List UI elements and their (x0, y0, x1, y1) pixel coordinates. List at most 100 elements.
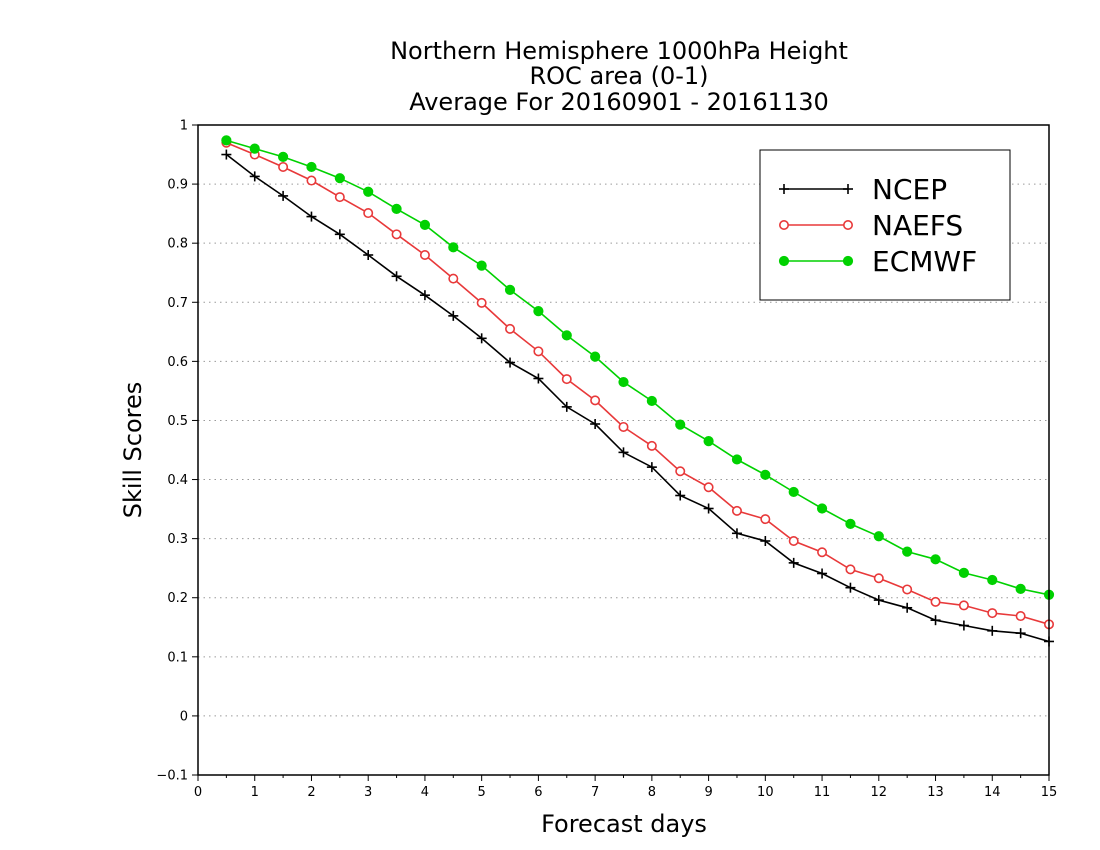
chart-title-line-2: ROC area (0-1) (529, 62, 708, 90)
y-tick-label: 0 (180, 709, 188, 724)
data-point-naefs (334, 192, 345, 203)
data-point-ecmwf (731, 454, 743, 465)
data-point-naefs (760, 514, 771, 525)
y-tick-label: −0.1 (156, 769, 188, 784)
data-point-ncep (505, 357, 516, 368)
data-point-ncep (845, 582, 856, 593)
data-point-ncep (760, 536, 771, 546)
data-point-ecmwf (504, 284, 516, 295)
data-point-naefs (817, 547, 828, 558)
data-point-naefs (505, 323, 516, 334)
x-tick-label: 2 (307, 785, 315, 800)
y-tick-label: 0.9 (167, 178, 188, 193)
data-point-ecmwf (788, 486, 799, 498)
data-point-naefs (476, 297, 487, 308)
y-tick-label: 0.2 (167, 591, 188, 606)
data-point-ecmwf (987, 574, 998, 586)
data-point-ecmwf (249, 143, 260, 154)
data-point-ecmwf (703, 436, 714, 447)
data-point-naefs (873, 573, 884, 584)
series-layer (221, 135, 1055, 647)
y-tick-label: 0.4 (167, 473, 188, 488)
data-point-naefs (731, 505, 742, 516)
data-point-ecmwf (391, 203, 402, 215)
x-tick-label: 15 (1041, 785, 1058, 800)
data-point-ncep (958, 620, 969, 631)
data-point-ecmwf (419, 219, 431, 230)
legend-marker-naefs (842, 220, 853, 231)
series-naefs (221, 137, 1055, 630)
legend-item-ecmwf: ECMWF (778, 245, 977, 278)
data-point-ecmwf (590, 351, 601, 362)
data-point-naefs (788, 535, 799, 546)
data-point-ncep (476, 333, 487, 344)
legend-marker-ncep (779, 184, 789, 194)
data-point-naefs (1015, 611, 1026, 622)
data-point-ecmwf (675, 419, 686, 430)
data-point-ecmwf (618, 376, 629, 388)
x-tick-label: 3 (364, 785, 372, 800)
data-point-ncep (533, 373, 544, 384)
legend-marker-ecmwf (842, 255, 854, 267)
data-point-ncep (817, 568, 828, 579)
data-point-ncep (590, 419, 601, 429)
data-point-ecmwf (958, 567, 970, 579)
data-point-ecmwf (902, 546, 913, 557)
x-axis-label: Forecast days (541, 810, 707, 838)
x-tick-label: 11 (814, 785, 831, 800)
y-tick-label: 0.3 (167, 532, 188, 547)
data-point-ncep (363, 250, 374, 260)
y-axis-label: Skill Scores (119, 382, 147, 519)
data-point-naefs (448, 273, 459, 284)
data-point-ecmwf (476, 260, 487, 271)
x-tick-label: 6 (534, 785, 542, 800)
chart-title-line-3: Average For 20160901 - 20161130 (409, 88, 829, 116)
x-tick-label: 7 (591, 785, 599, 800)
data-point-ecmwf (873, 531, 884, 542)
data-point-ecmwf (930, 554, 941, 565)
data-point-ecmwf (646, 395, 657, 407)
x-tick-label: 13 (927, 785, 944, 800)
x-axis: 0 1 2 3 4 5 6 7 8 9 10 11 12 13 14 15 (194, 775, 1057, 800)
data-point-ncep (646, 462, 657, 473)
y-tick-label: 0.7 (167, 296, 188, 311)
x-tick-label: 1 (251, 785, 259, 800)
data-point-naefs (675, 466, 686, 477)
legend-marker-ncep (843, 184, 853, 194)
data-point-naefs (306, 175, 317, 186)
data-point-ncep (1015, 628, 1026, 639)
y-tick-label: 1 (180, 119, 188, 134)
data-point-ecmwf (561, 330, 572, 341)
y-tick-label: 0.1 (167, 650, 188, 665)
data-point-ecmwf (1015, 583, 1026, 594)
data-point-naefs (930, 596, 941, 607)
data-point-ncep (703, 503, 714, 514)
data-point-naefs (561, 374, 572, 385)
legend-label-ncep: NCEP (872, 173, 947, 206)
series-line-ncep (225, 153, 1050, 643)
x-tick-label: 0 (194, 785, 202, 800)
data-point-ecmwf (363, 186, 374, 197)
y-tick-label: 0.8 (167, 237, 188, 252)
data-point-naefs (419, 250, 430, 261)
legend-item-ncep: NCEP (779, 173, 947, 206)
data-point-ncep (391, 271, 402, 282)
data-point-naefs (703, 482, 714, 493)
data-point-ncep (278, 190, 289, 201)
data-point-naefs (958, 600, 969, 611)
data-point-naefs (902, 584, 913, 595)
data-point-ncep (675, 490, 686, 501)
series-line-naefs (226, 141, 1050, 626)
legend-label-ecmwf: ECMWF (872, 245, 977, 278)
data-point-naefs (278, 161, 289, 172)
y-axis: −0.1 0 0.1 0.2 0.3 0.4 0.5 0.6 0.7 0.8 0.9 1 (156, 119, 198, 784)
x-tick-label: 8 (648, 785, 656, 800)
x-tick-label: 9 (704, 785, 712, 800)
data-point-naefs (391, 229, 402, 240)
series-ecmwf (221, 135, 1055, 600)
legend-label-naefs: NAEFS (872, 209, 963, 242)
data-point-ncep (902, 602, 913, 613)
x-tick-label: 4 (421, 785, 429, 800)
